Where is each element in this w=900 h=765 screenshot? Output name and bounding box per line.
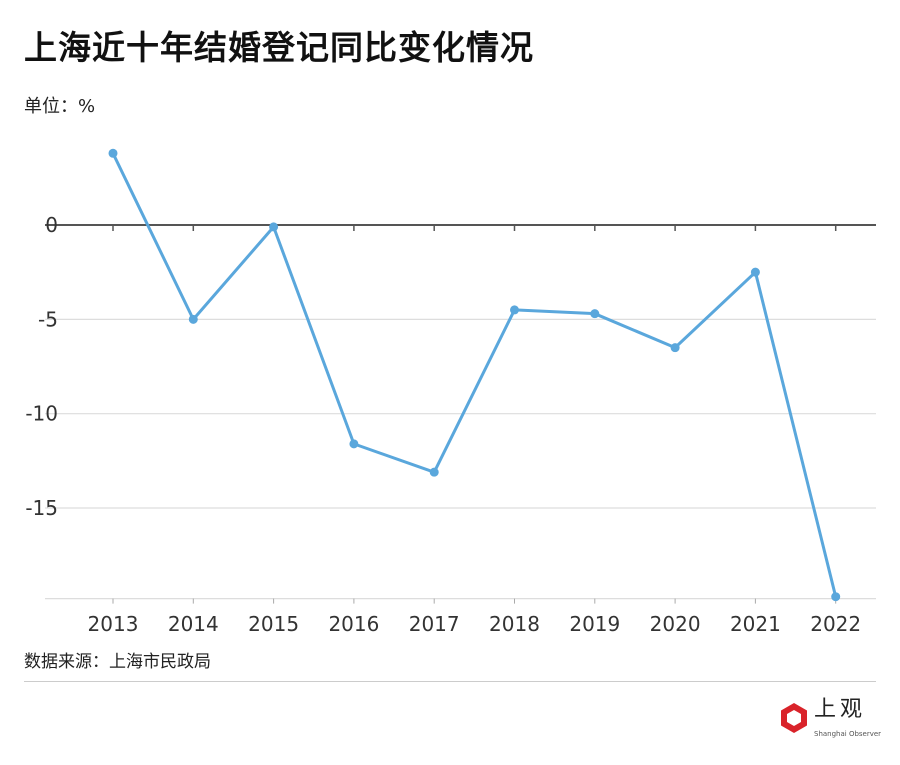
unit-label: 单位：% (24, 96, 96, 117)
x-tick-label: 2015 (248, 612, 299, 636)
divider (24, 681, 876, 682)
source-note: 数据来源：上海市民政局 (24, 652, 211, 672)
data-point (670, 343, 680, 353)
y-tick-label: -10 (25, 402, 58, 426)
logo-subtext: Shanghai Observer (814, 730, 882, 738)
data-point (108, 148, 118, 158)
data-point (750, 267, 760, 277)
x-tick-label: 2014 (168, 612, 219, 636)
data-point (188, 314, 198, 324)
shanghai-observer-logo: 上观 Shanghai Observer (778, 698, 888, 742)
x-tick-label: 2017 (409, 612, 460, 636)
data-point (429, 467, 439, 477)
logo-icon (781, 703, 807, 733)
logo-text: 上观 (814, 697, 867, 722)
y-tick-label: 0 (45, 213, 58, 237)
y-tick-label: -15 (25, 496, 58, 520)
x-tick-label: 2020 (650, 612, 701, 636)
data-point (590, 309, 600, 319)
x-tick-label: 2021 (730, 612, 781, 636)
chart-title: 上海近十年结婚登记同比变化情况 (24, 28, 534, 67)
x-tick-label: 2013 (88, 612, 139, 636)
series-line (111, 152, 838, 598)
data-point (510, 305, 519, 315)
line-chart: 0 -5 -10 -15 2013 2014 2015 2016 2017 2018 2019 202… (25, 148, 876, 636)
data-point (831, 592, 841, 602)
data-point (349, 439, 359, 449)
x-tick-label: 2016 (328, 612, 379, 636)
x-tick-label: 2018 (489, 612, 540, 636)
data-point (269, 222, 279, 232)
y-tick-label: -5 (38, 307, 58, 331)
x-tick-label: 2022 (810, 612, 861, 636)
x-tick-label: 2019 (569, 612, 620, 636)
